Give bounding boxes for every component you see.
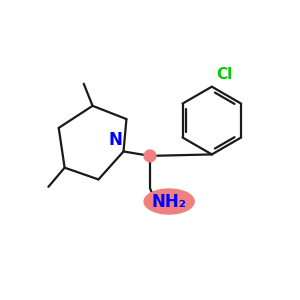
Text: Cl: Cl xyxy=(216,67,232,82)
Ellipse shape xyxy=(144,189,194,214)
Text: NH₂: NH₂ xyxy=(152,193,187,211)
Circle shape xyxy=(144,150,156,162)
Text: N: N xyxy=(108,131,122,149)
